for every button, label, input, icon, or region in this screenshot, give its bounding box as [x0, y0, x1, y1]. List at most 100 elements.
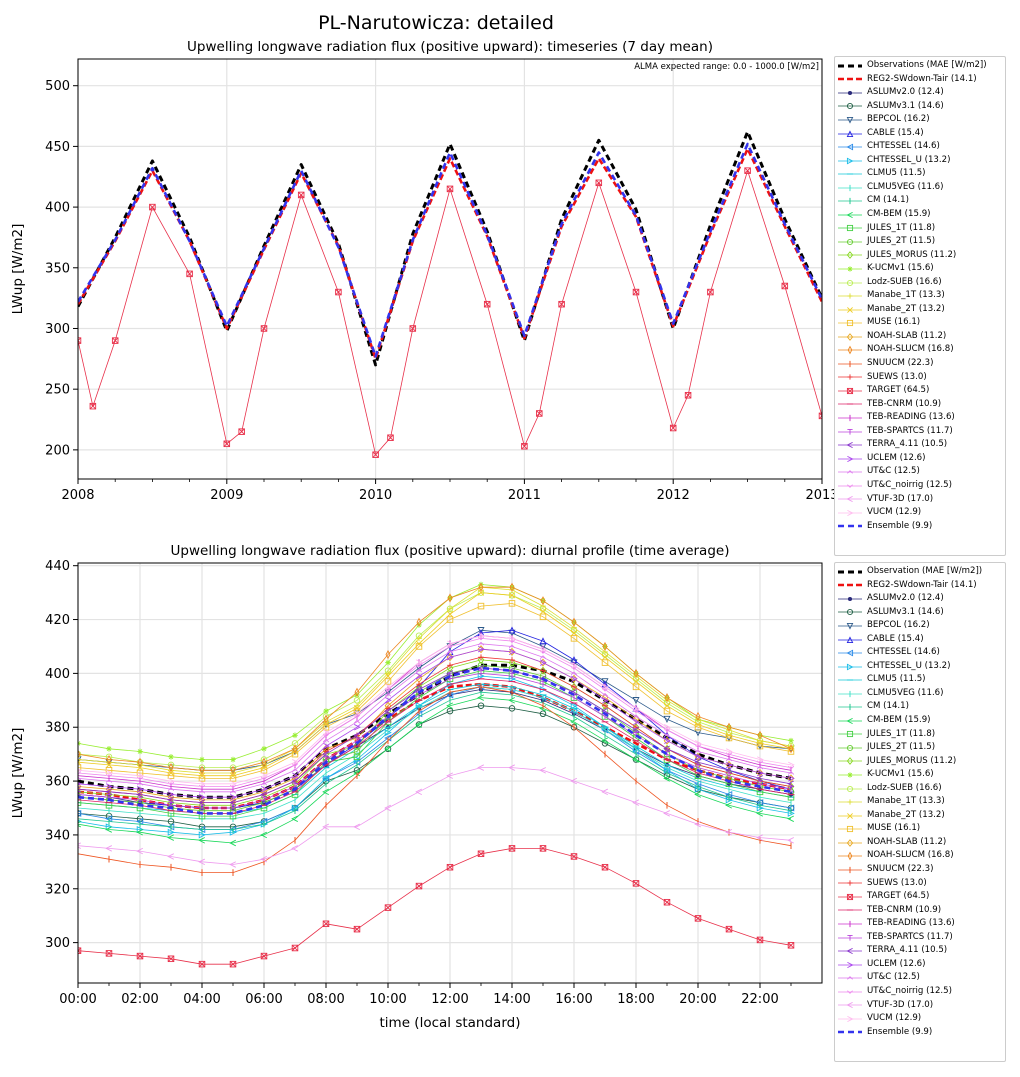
- grid: [77, 59, 823, 479]
- series-target-64-5: [78, 167, 822, 458]
- legend-label: ASLUMv3.1 (14.6): [867, 606, 944, 617]
- legend-label: TEB-SPARTCS (11.7): [867, 931, 953, 942]
- legend-entry: CHTESSEL_U (13.2): [837, 660, 1002, 674]
- data-point: [477, 632, 485, 639]
- data-point: [540, 667, 546, 674]
- legend-label: SUEWS (13.0): [867, 371, 927, 382]
- data-point: [167, 834, 175, 841]
- data-point: [291, 777, 299, 785]
- data-point: [78, 776, 82, 781]
- data-point: [663, 733, 671, 738]
- data-point: [756, 936, 764, 944]
- data-point: [415, 882, 423, 890]
- data-point: [601, 683, 609, 691]
- data-point: [787, 815, 795, 822]
- data-point: [354, 687, 360, 697]
- data-point: [292, 732, 298, 739]
- legend-swatch: [838, 866, 862, 873]
- legend-entry: TEB-SPARTCS (11.7): [837, 425, 1002, 439]
- data-point: [384, 804, 392, 812]
- legend-label: CM (14.1): [867, 701, 909, 712]
- x-ticks: 2008 2009 2010 2011 2012 2013: [61, 479, 839, 503]
- legend-label: NOAH-SLAB (11.2): [867, 836, 947, 847]
- data-point: [322, 750, 330, 758]
- data-point: [149, 203, 156, 211]
- data-point: [756, 769, 764, 777]
- data-point: [787, 775, 795, 782]
- series-terra-4-11-10-5: [78, 664, 795, 806]
- data-point: [78, 764, 82, 771]
- data-point: [694, 740, 702, 747]
- legend-swatch: [838, 320, 862, 327]
- data-point: [260, 785, 268, 793]
- series-ensemble-9-9: [78, 142, 822, 358]
- series-line: [78, 697, 792, 844]
- legend-label: SNUUCM (22.3): [867, 864, 934, 875]
- data-point: [136, 772, 144, 779]
- y-tick-label: 360: [45, 775, 70, 790]
- legend-label: VUCM (12.9): [867, 507, 922, 518]
- legend-swatch: [838, 173, 862, 175]
- series-muse-16-1: [78, 600, 795, 782]
- data-point: [384, 745, 392, 752]
- legend-entry: UT&C (12.5): [837, 465, 1002, 479]
- legend-swatch: [838, 387, 862, 394]
- legend-swatch: [838, 225, 862, 232]
- data-point: [539, 608, 547, 615]
- data-point: [818, 412, 822, 420]
- data-point: [291, 750, 299, 758]
- x-tick-label: 2010: [359, 488, 392, 503]
- legend-label: NOAH-SLAB (11.2): [867, 330, 947, 341]
- y-tick-label: 200: [45, 443, 70, 458]
- legend-entry: REG2-SWdown-Tair (14.1): [837, 579, 1002, 593]
- data-point: [508, 600, 516, 607]
- legend-entry: VTUF-3D (17.0): [837, 999, 1002, 1013]
- legend-entry: CHTESSEL (14.6): [837, 140, 1002, 154]
- data-point: [260, 791, 268, 798]
- x-tick-label: 2011: [508, 488, 541, 503]
- series-line: [78, 675, 792, 836]
- legend-entry: TEB-CNRM (10.9): [837, 904, 1002, 918]
- legend-label: JULES_2T (11.5): [867, 236, 936, 247]
- legend-label: JULES_1T (11.8): [867, 222, 936, 233]
- data-point: [725, 767, 733, 774]
- y-tick-label: 300: [45, 936, 70, 951]
- data-point: [136, 781, 144, 786]
- data-point: [725, 829, 733, 836]
- legend-label: TERRA_4.11 (10.5): [867, 439, 948, 450]
- legend-swatch: [838, 785, 862, 792]
- legend-swatch: [838, 470, 862, 474]
- data-point: [508, 697, 516, 704]
- data-point: [229, 780, 237, 787]
- legend-entry: ASLUMv3.1 (14.6): [837, 100, 1002, 114]
- data-point: [447, 593, 453, 603]
- legend-swatch: [838, 649, 862, 657]
- data-point: [632, 714, 640, 719]
- legend-label: Lodz-SUEB (16.6): [867, 276, 942, 287]
- legend-label: CHTESSEL (14.6): [867, 141, 940, 152]
- legend-entry: ASLUMv3.1 (14.6): [837, 606, 1002, 620]
- data-point: [78, 756, 81, 763]
- legend-entry: Manabe_1T (13.3): [837, 289, 1002, 303]
- legend-swatch: [838, 1002, 862, 1009]
- legend-entry: CHTESSEL (14.6): [837, 646, 1002, 660]
- legend-swatch: [838, 690, 862, 697]
- legend-label: Ensemble (9.9): [867, 1026, 933, 1037]
- legend-swatch: [838, 976, 862, 980]
- series-ut-c-12-5: [78, 641, 795, 794]
- data-point: [198, 794, 206, 801]
- legend-swatch: [838, 934, 862, 941]
- legend-entry: TEB-READING (13.6): [837, 917, 1002, 931]
- legend-swatch: [838, 143, 862, 151]
- data-point: [78, 750, 82, 758]
- data-point: [78, 759, 82, 766]
- legend-entry: CLMU5 (11.5): [837, 673, 1002, 687]
- legend-swatch: [838, 116, 862, 124]
- data-point: [78, 768, 82, 773]
- data-point: [477, 645, 485, 654]
- data-point: [260, 325, 268, 332]
- legend-label: CM-BEM (15.9): [867, 209, 931, 220]
- series-line: [78, 683, 792, 814]
- data-point: [508, 764, 516, 771]
- data-point: [601, 654, 609, 661]
